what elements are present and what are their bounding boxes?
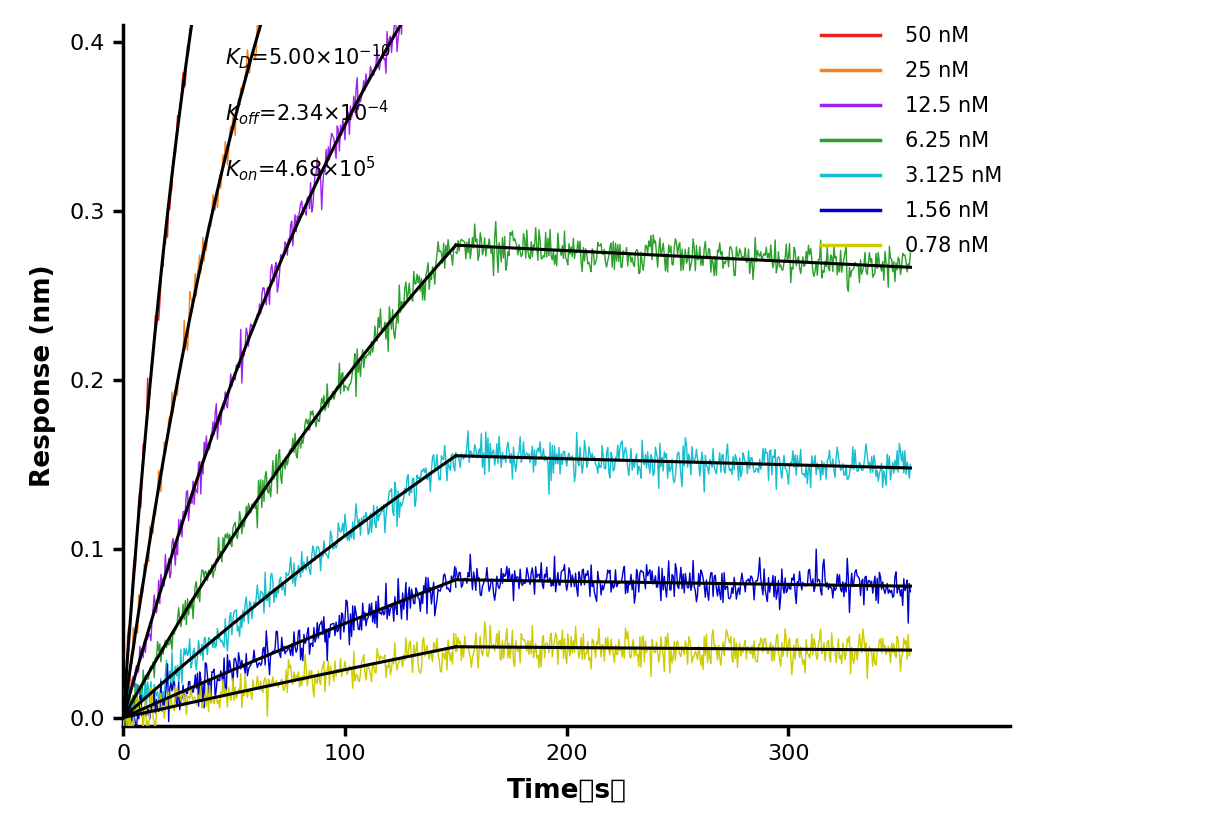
Text: $K_{off}$=2.34×10$^{-4}$: $K_{off}$=2.34×10$^{-4}$	[225, 98, 389, 127]
Text: $K_{on}$=4.68×10$^{5}$: $K_{on}$=4.68×10$^{5}$	[225, 154, 376, 183]
Legend: 50 nM, 25 nM, 12.5 nM, 6.25 nM, 3.125 nM, 1.56 nM, 0.78 nM: 50 nM, 25 nM, 12.5 nM, 6.25 nM, 3.125 nM…	[813, 17, 1010, 264]
X-axis label: Time（s）: Time（s）	[506, 778, 627, 804]
Y-axis label: Response (nm): Response (nm)	[30, 264, 55, 487]
Text: $K_D$=5.00×10$^{-10}$: $K_D$=5.00×10$^{-10}$	[225, 42, 391, 71]
